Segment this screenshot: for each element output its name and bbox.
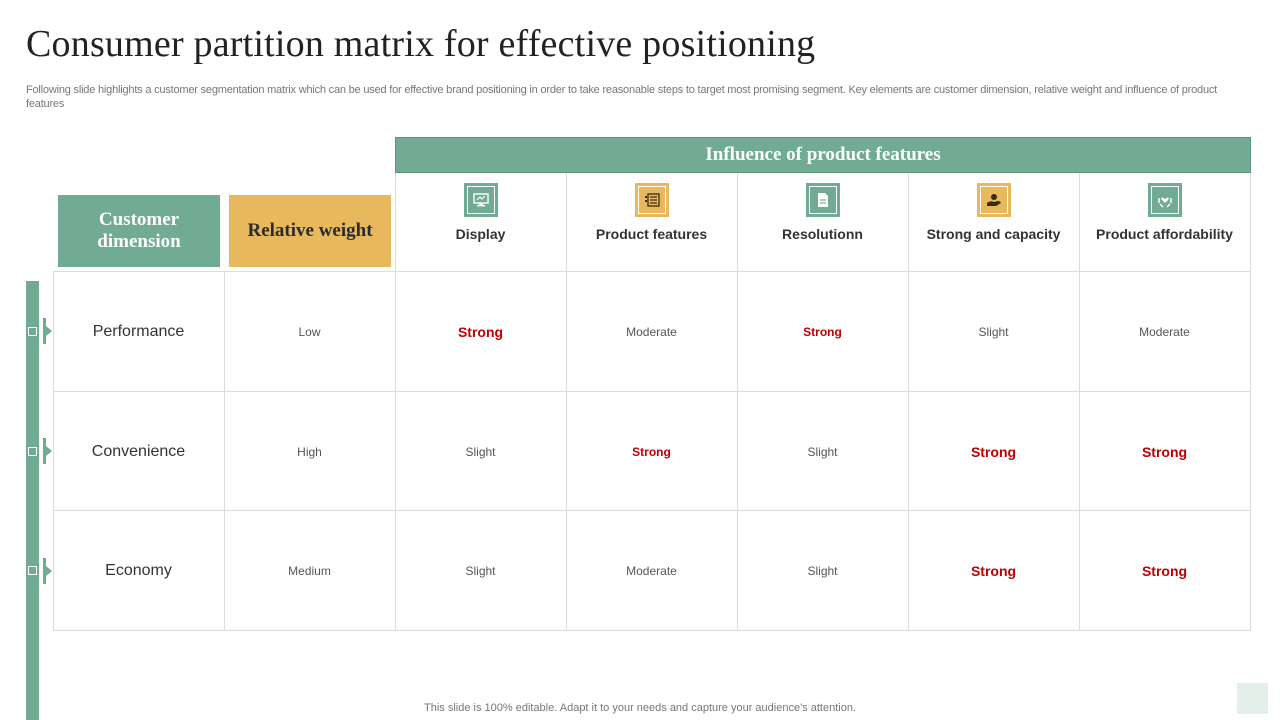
value-cell: Moderate: [626, 324, 677, 339]
row-bullet: [28, 327, 37, 336]
value-cell: Slight: [807, 444, 838, 459]
footer-note: This slide is 100% editable. Adapt it to…: [424, 702, 856, 714]
value-cell: Strong: [1141, 443, 1188, 460]
feature-header-product-features: Product features: [566, 183, 737, 243]
list-icon: [634, 183, 669, 217]
monitor-icon: [463, 183, 498, 217]
row-bullet: [28, 566, 37, 575]
dimension-cell: Performance: [92, 322, 185, 340]
customer-dimension-header: Customer dimension: [58, 195, 220, 267]
value-cell: Slight: [807, 563, 838, 578]
grid-line: [53, 271, 54, 631]
feature-label: Resolutionn: [782, 226, 863, 242]
side-accent-bar: [26, 281, 39, 720]
weight-cell: Low: [298, 324, 321, 339]
page-subtitle: Following slide highlights a customer se…: [26, 84, 1218, 110]
grid-line: [1079, 173, 1080, 631]
value-cell: Slight: [978, 324, 1009, 339]
feature-label: Product affordability: [1096, 226, 1233, 242]
row-bullet: [28, 447, 37, 456]
feature-header-display: Display: [395, 183, 566, 243]
row-marker: [43, 318, 52, 344]
value-cell: Strong: [803, 324, 842, 339]
row-marker: [43, 438, 52, 464]
weight-cell: Medium: [288, 563, 331, 578]
page-title: Consumer partition matrix for effective …: [26, 23, 816, 65]
feature-label: Display: [455, 226, 506, 242]
feature-header-strong-capacity: Strong and capacity: [908, 183, 1079, 243]
feature-header-resolution: Resolutionn: [737, 183, 908, 243]
document-icon: [805, 183, 840, 217]
value-cell: Strong: [1141, 562, 1188, 579]
feature-label: Strong and capacity: [926, 226, 1061, 242]
grid-line: [737, 173, 738, 631]
value-cell: Strong: [457, 323, 504, 340]
feature-label: Product features: [595, 226, 708, 242]
grid-line: [53, 271, 1251, 272]
grid-line: [566, 173, 567, 631]
hand-coin-icon: [976, 183, 1011, 217]
corner-decoration: [1237, 683, 1268, 714]
grid-line: [224, 271, 225, 631]
feature-header-affordability: Product affordability: [1079, 183, 1250, 243]
dimension-cell: Convenience: [91, 442, 186, 460]
grid-line: [53, 630, 1251, 631]
grid-line: [53, 510, 1251, 511]
grid-line: [53, 391, 1251, 392]
relative-weight-header: Relative weight: [229, 195, 391, 267]
value-cell: Strong: [632, 444, 671, 459]
value-cell: Moderate: [626, 563, 677, 578]
weight-cell: High: [297, 444, 322, 459]
grid-line: [1250, 173, 1251, 631]
influence-header: Influence of product features: [395, 137, 1251, 173]
value-cell: Strong: [970, 562, 1017, 579]
value-cell: Moderate: [1139, 324, 1190, 339]
dimension-cell: Economy: [105, 561, 172, 579]
row-marker: [43, 558, 52, 584]
hand-heart-icon: [1147, 183, 1182, 217]
value-cell: Strong: [970, 443, 1017, 460]
value-cell: Slight: [465, 563, 496, 578]
value-cell: Slight: [465, 444, 496, 459]
grid-line: [908, 173, 909, 631]
grid-line: [395, 173, 396, 631]
